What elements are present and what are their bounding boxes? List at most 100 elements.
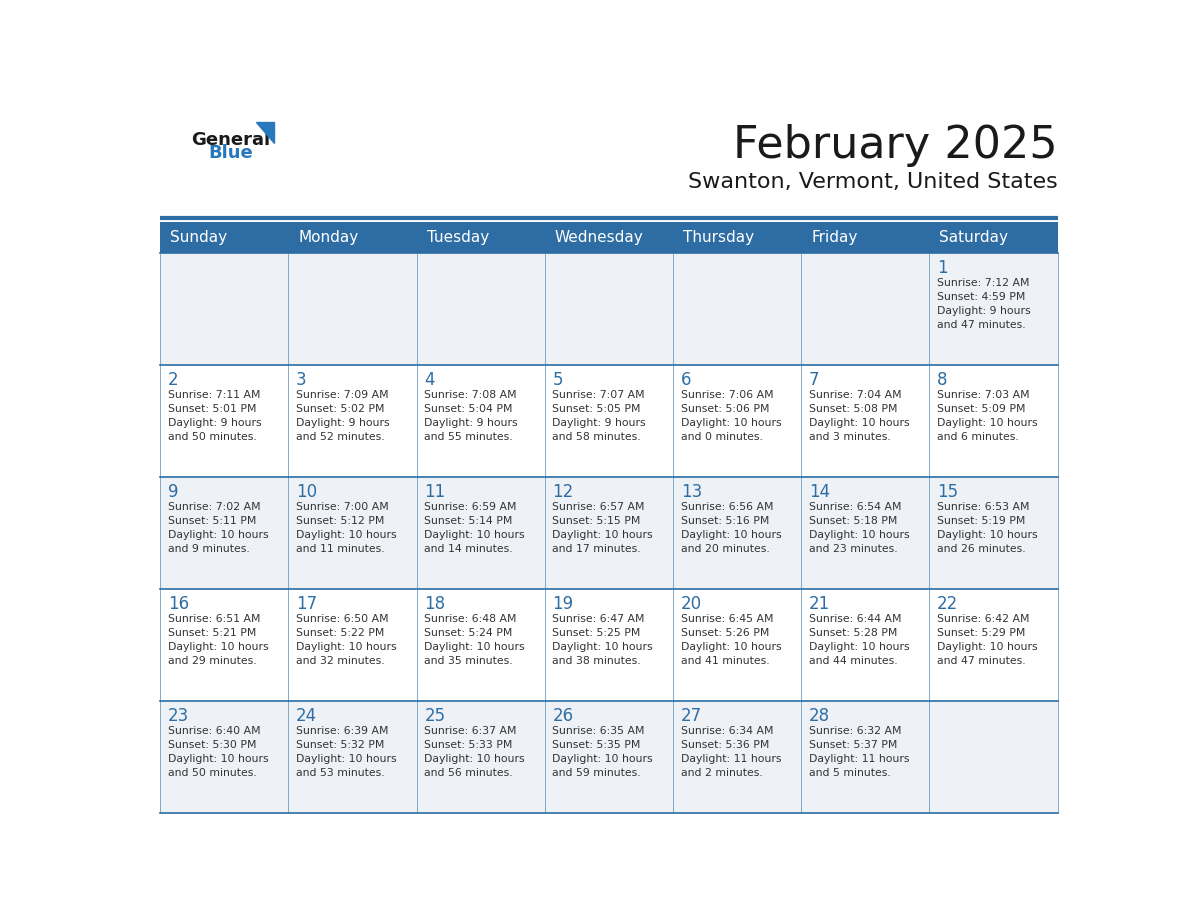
Bar bbox=[417, 701, 545, 813]
Text: Sunrise: 7:02 AM
Sunset: 5:11 PM
Daylight: 10 hours
and 9 minutes.: Sunrise: 7:02 AM Sunset: 5:11 PM Dayligh… bbox=[168, 502, 268, 554]
Bar bbox=[929, 364, 1057, 476]
Text: 9: 9 bbox=[168, 483, 178, 501]
Text: Sunrise: 6:50 AM
Sunset: 5:22 PM
Daylight: 10 hours
and 32 minutes.: Sunrise: 6:50 AM Sunset: 5:22 PM Dayligh… bbox=[296, 614, 397, 666]
Text: 2: 2 bbox=[168, 371, 178, 389]
Text: Sunrise: 6:40 AM
Sunset: 5:30 PM
Daylight: 10 hours
and 50 minutes.: Sunrise: 6:40 AM Sunset: 5:30 PM Dayligh… bbox=[168, 726, 268, 778]
Bar bbox=[801, 252, 929, 364]
Text: Tuesday: Tuesday bbox=[426, 230, 489, 245]
Text: General: General bbox=[191, 130, 270, 149]
Text: Sunrise: 7:08 AM
Sunset: 5:04 PM
Daylight: 9 hours
and 55 minutes.: Sunrise: 7:08 AM Sunset: 5:04 PM Dayligh… bbox=[424, 390, 518, 442]
Bar bbox=[929, 476, 1057, 589]
Bar bbox=[417, 476, 545, 589]
Text: Sunrise: 6:44 AM
Sunset: 5:28 PM
Daylight: 10 hours
and 44 minutes.: Sunrise: 6:44 AM Sunset: 5:28 PM Dayligh… bbox=[809, 614, 910, 666]
Text: Wednesday: Wednesday bbox=[555, 230, 644, 245]
Polygon shape bbox=[257, 122, 274, 143]
Text: 18: 18 bbox=[424, 595, 446, 613]
Text: Sunrise: 6:34 AM
Sunset: 5:36 PM
Daylight: 11 hours
and 2 minutes.: Sunrise: 6:34 AM Sunset: 5:36 PM Dayligh… bbox=[681, 726, 782, 778]
Text: 3: 3 bbox=[296, 371, 307, 389]
Bar bbox=[545, 589, 672, 701]
Bar bbox=[160, 222, 1057, 252]
Text: 1: 1 bbox=[937, 259, 948, 276]
Bar bbox=[160, 701, 289, 813]
Bar bbox=[672, 252, 801, 364]
Bar bbox=[929, 252, 1057, 364]
Text: 13: 13 bbox=[681, 483, 702, 501]
Bar bbox=[160, 364, 289, 476]
Bar bbox=[801, 364, 929, 476]
Bar bbox=[672, 589, 801, 701]
Bar bbox=[545, 476, 672, 589]
Text: 22: 22 bbox=[937, 595, 959, 613]
Bar bbox=[289, 589, 417, 701]
Bar bbox=[672, 701, 801, 813]
Text: 12: 12 bbox=[552, 483, 574, 501]
Text: 4: 4 bbox=[424, 371, 435, 389]
Text: Sunrise: 6:37 AM
Sunset: 5:33 PM
Daylight: 10 hours
and 56 minutes.: Sunrise: 6:37 AM Sunset: 5:33 PM Dayligh… bbox=[424, 726, 525, 778]
Text: Sunrise: 6:53 AM
Sunset: 5:19 PM
Daylight: 10 hours
and 26 minutes.: Sunrise: 6:53 AM Sunset: 5:19 PM Dayligh… bbox=[937, 502, 1038, 554]
Text: 11: 11 bbox=[424, 483, 446, 501]
Text: Sunrise: 7:00 AM
Sunset: 5:12 PM
Daylight: 10 hours
and 11 minutes.: Sunrise: 7:00 AM Sunset: 5:12 PM Dayligh… bbox=[296, 502, 397, 554]
Text: Blue: Blue bbox=[208, 144, 253, 162]
Text: 25: 25 bbox=[424, 707, 446, 725]
Text: 20: 20 bbox=[681, 595, 702, 613]
Text: Sunrise: 7:07 AM
Sunset: 5:05 PM
Daylight: 9 hours
and 58 minutes.: Sunrise: 7:07 AM Sunset: 5:05 PM Dayligh… bbox=[552, 390, 646, 442]
Text: Sunrise: 6:42 AM
Sunset: 5:29 PM
Daylight: 10 hours
and 47 minutes.: Sunrise: 6:42 AM Sunset: 5:29 PM Dayligh… bbox=[937, 614, 1038, 666]
Text: Sunrise: 7:09 AM
Sunset: 5:02 PM
Daylight: 9 hours
and 52 minutes.: Sunrise: 7:09 AM Sunset: 5:02 PM Dayligh… bbox=[296, 390, 390, 442]
Text: 19: 19 bbox=[552, 595, 574, 613]
Text: 26: 26 bbox=[552, 707, 574, 725]
Text: Thursday: Thursday bbox=[683, 230, 754, 245]
Text: 8: 8 bbox=[937, 371, 948, 389]
Bar bbox=[417, 364, 545, 476]
Text: Sunrise: 6:57 AM
Sunset: 5:15 PM
Daylight: 10 hours
and 17 minutes.: Sunrise: 6:57 AM Sunset: 5:15 PM Dayligh… bbox=[552, 502, 653, 554]
Text: Sunrise: 7:11 AM
Sunset: 5:01 PM
Daylight: 9 hours
and 50 minutes.: Sunrise: 7:11 AM Sunset: 5:01 PM Dayligh… bbox=[168, 390, 261, 442]
Bar bbox=[289, 476, 417, 589]
Bar bbox=[801, 589, 929, 701]
Text: 28: 28 bbox=[809, 707, 830, 725]
Text: Sunrise: 7:03 AM
Sunset: 5:09 PM
Daylight: 10 hours
and 6 minutes.: Sunrise: 7:03 AM Sunset: 5:09 PM Dayligh… bbox=[937, 390, 1038, 442]
Text: Sunrise: 6:48 AM
Sunset: 5:24 PM
Daylight: 10 hours
and 35 minutes.: Sunrise: 6:48 AM Sunset: 5:24 PM Dayligh… bbox=[424, 614, 525, 666]
Text: 23: 23 bbox=[168, 707, 189, 725]
Bar bbox=[545, 364, 672, 476]
Bar bbox=[417, 589, 545, 701]
Text: Sunrise: 7:12 AM
Sunset: 4:59 PM
Daylight: 9 hours
and 47 minutes.: Sunrise: 7:12 AM Sunset: 4:59 PM Dayligh… bbox=[937, 278, 1031, 330]
Bar bbox=[672, 476, 801, 589]
Text: 16: 16 bbox=[168, 595, 189, 613]
Text: 21: 21 bbox=[809, 595, 830, 613]
Bar bbox=[160, 589, 289, 701]
Text: Sunrise: 6:45 AM
Sunset: 5:26 PM
Daylight: 10 hours
and 41 minutes.: Sunrise: 6:45 AM Sunset: 5:26 PM Dayligh… bbox=[681, 614, 782, 666]
Bar bbox=[289, 252, 417, 364]
Text: Sunrise: 6:56 AM
Sunset: 5:16 PM
Daylight: 10 hours
and 20 minutes.: Sunrise: 6:56 AM Sunset: 5:16 PM Dayligh… bbox=[681, 502, 782, 554]
Text: 5: 5 bbox=[552, 371, 563, 389]
Text: Sunrise: 6:59 AM
Sunset: 5:14 PM
Daylight: 10 hours
and 14 minutes.: Sunrise: 6:59 AM Sunset: 5:14 PM Dayligh… bbox=[424, 502, 525, 554]
Text: 10: 10 bbox=[296, 483, 317, 501]
Text: 6: 6 bbox=[681, 371, 691, 389]
Text: February 2025: February 2025 bbox=[733, 124, 1057, 167]
Bar bbox=[160, 252, 289, 364]
Text: Monday: Monday bbox=[298, 230, 359, 245]
Bar bbox=[672, 364, 801, 476]
Text: 15: 15 bbox=[937, 483, 959, 501]
Text: 17: 17 bbox=[296, 595, 317, 613]
Text: Sunrise: 7:06 AM
Sunset: 5:06 PM
Daylight: 10 hours
and 0 minutes.: Sunrise: 7:06 AM Sunset: 5:06 PM Dayligh… bbox=[681, 390, 782, 442]
Text: 24: 24 bbox=[296, 707, 317, 725]
Bar bbox=[545, 701, 672, 813]
Bar bbox=[545, 252, 672, 364]
Bar bbox=[801, 701, 929, 813]
Text: Swanton, Vermont, United States: Swanton, Vermont, United States bbox=[688, 172, 1057, 192]
Bar bbox=[801, 476, 929, 589]
Text: 27: 27 bbox=[681, 707, 702, 725]
Text: Friday: Friday bbox=[811, 230, 858, 245]
Text: Sunrise: 7:04 AM
Sunset: 5:08 PM
Daylight: 10 hours
and 3 minutes.: Sunrise: 7:04 AM Sunset: 5:08 PM Dayligh… bbox=[809, 390, 910, 442]
Text: Sunrise: 6:39 AM
Sunset: 5:32 PM
Daylight: 10 hours
and 53 minutes.: Sunrise: 6:39 AM Sunset: 5:32 PM Dayligh… bbox=[296, 726, 397, 778]
Bar bbox=[417, 252, 545, 364]
Text: Sunrise: 6:35 AM
Sunset: 5:35 PM
Daylight: 10 hours
and 59 minutes.: Sunrise: 6:35 AM Sunset: 5:35 PM Dayligh… bbox=[552, 726, 653, 778]
Text: 7: 7 bbox=[809, 371, 820, 389]
Text: 14: 14 bbox=[809, 483, 830, 501]
Bar bbox=[289, 701, 417, 813]
Bar bbox=[289, 364, 417, 476]
Text: Sunrise: 6:47 AM
Sunset: 5:25 PM
Daylight: 10 hours
and 38 minutes.: Sunrise: 6:47 AM Sunset: 5:25 PM Dayligh… bbox=[552, 614, 653, 666]
Text: Sunrise: 6:54 AM
Sunset: 5:18 PM
Daylight: 10 hours
and 23 minutes.: Sunrise: 6:54 AM Sunset: 5:18 PM Dayligh… bbox=[809, 502, 910, 554]
Text: Sunrise: 6:32 AM
Sunset: 5:37 PM
Daylight: 11 hours
and 5 minutes.: Sunrise: 6:32 AM Sunset: 5:37 PM Dayligh… bbox=[809, 726, 909, 778]
Bar bbox=[929, 589, 1057, 701]
Text: Saturday: Saturday bbox=[940, 230, 1009, 245]
